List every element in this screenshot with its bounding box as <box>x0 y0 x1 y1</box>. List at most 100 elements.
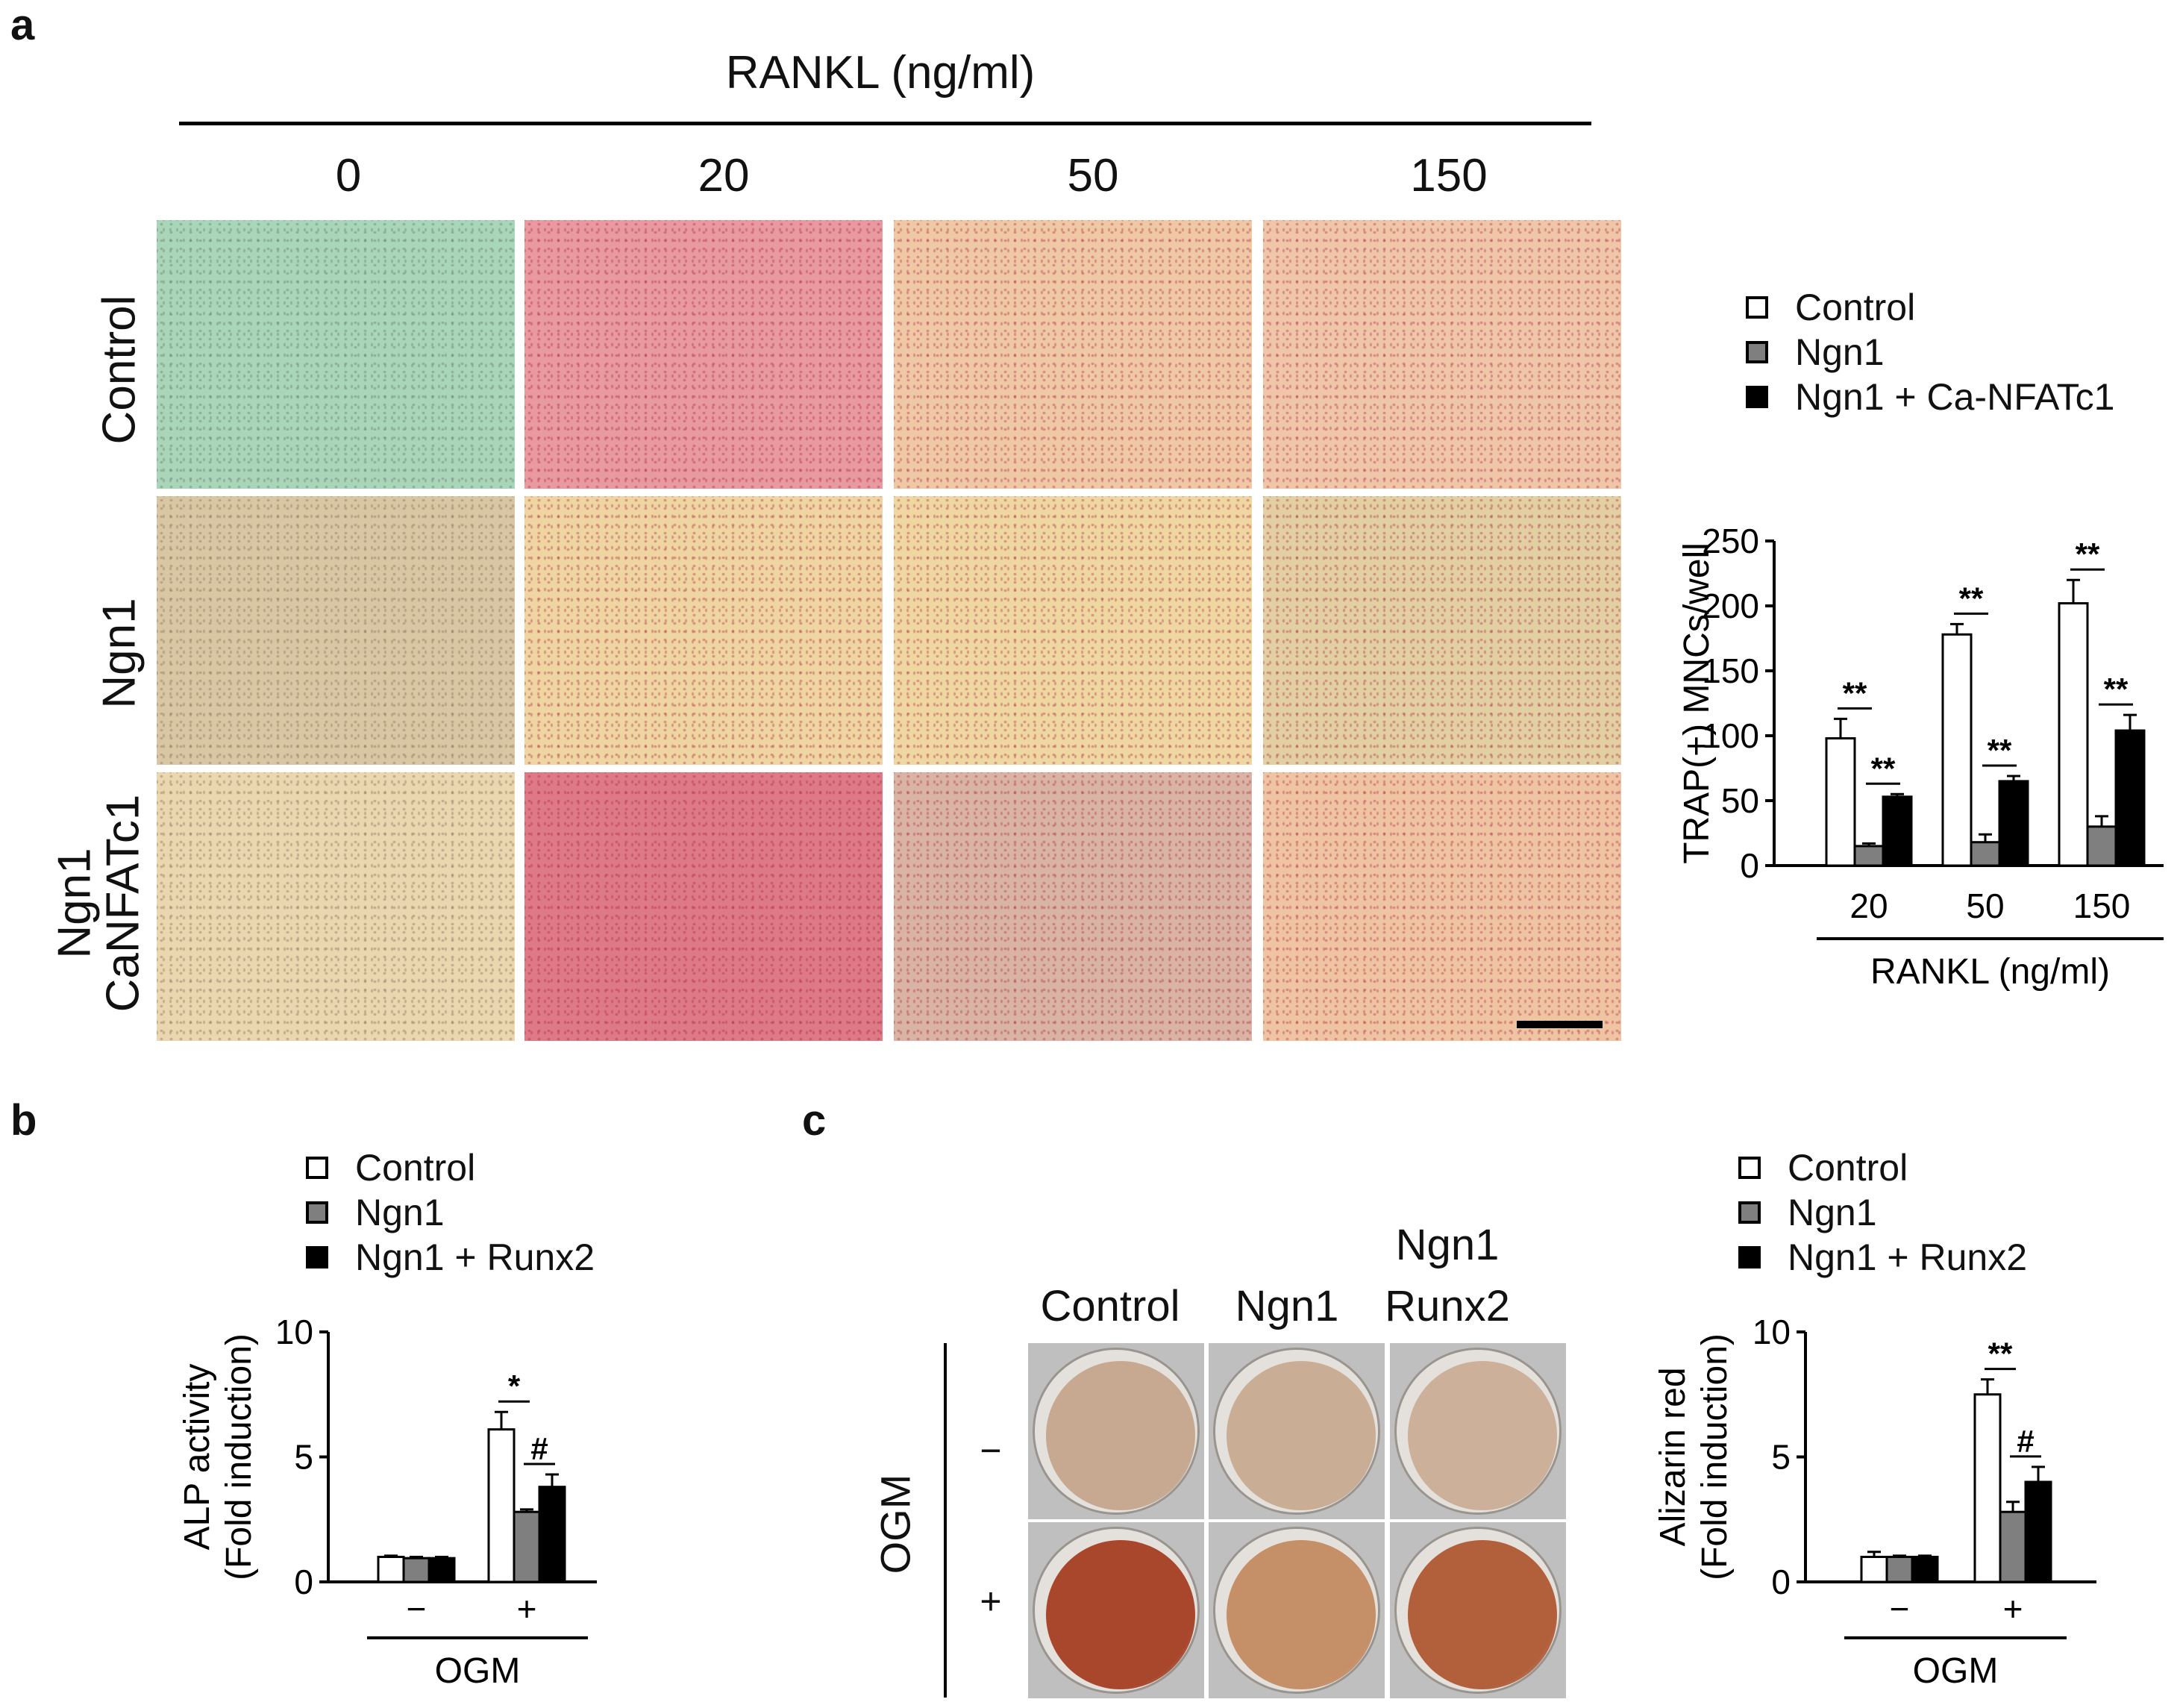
bar-ngn1-ca-nfatc1-2 <box>2114 729 2146 867</box>
panel-c-row-label-minus: − <box>980 1430 1002 1471</box>
legend-b-swatch-ngn1 <box>306 1201 328 1224</box>
legend-a-item-ngn1-ca-nfatc1: Ngn1 + Ca-NFATc1 <box>1746 375 2114 419</box>
well-ngn1-ogm-minus <box>1209 1343 1385 1519</box>
bar-control-0 <box>1825 736 1856 867</box>
bar-ngn1-ca-nfatc1-1 <box>1998 780 2029 867</box>
micrograph-control-rankl-150 <box>1263 220 1621 489</box>
y-tick-label: 10 <box>275 1313 313 1351</box>
well-rim <box>1394 1527 1562 1694</box>
x-tick-label: − <box>407 1589 427 1628</box>
panel-c-col-label-runx2-line1: Ngn1 <box>1395 1221 1500 1269</box>
chart-c: 0 5 10 Alizarin red (Fold induction) − + ** # OGM <box>1653 1313 2096 1691</box>
micrograph-ngn1-rankl-20 <box>524 496 883 765</box>
legend-c-label-control: Control <box>1788 1147 1908 1189</box>
well-stain <box>1227 1540 1376 1689</box>
bar-ngn1-0 <box>1885 1556 1914 1583</box>
significance-marker: ** <box>2104 672 2129 707</box>
legend-a-item-control: Control <box>1746 285 2114 330</box>
legend-b-item-ngn1-runx2: Ngn1 + Runx2 <box>306 1235 595 1280</box>
bar-ngn1-1 <box>513 1510 541 1583</box>
micrograph-ngn1-rankl-150 <box>1263 496 1621 765</box>
well-rim <box>1394 1348 1562 1515</box>
y-axis-label-line2: (Fold induction) <box>1695 1333 1735 1580</box>
bar-ngn1-0 <box>402 1557 430 1583</box>
legend-b-label-control: Control <box>355 1147 476 1189</box>
legend-b-label-ngn1: Ngn1 <box>355 1192 445 1233</box>
well-stain <box>1408 1361 1557 1510</box>
legend-c: Control Ngn1 Ngn1 + Runx2 <box>1738 1145 2027 1280</box>
bar-ngn1-runx2-0 <box>1911 1556 1939 1583</box>
legend-c-item-control: Control <box>1738 1145 2027 1190</box>
x-tick-label: + <box>517 1589 537 1628</box>
significance-marker: ** <box>1988 1336 2013 1371</box>
panel-a-top-axis-line <box>179 122 1591 125</box>
well-rim <box>1213 1348 1380 1515</box>
y-tick-label: 10 <box>1753 1313 1791 1351</box>
legend-a-label-control: Control <box>1795 287 1916 328</box>
bar-ngn1-0 <box>1853 845 1885 867</box>
y-tick-label: 100 <box>1702 716 1759 755</box>
x-tick-label: + <box>2003 1589 2023 1628</box>
x-axis-label: OGM <box>1913 1651 1999 1691</box>
micrograph-ngn1-canfatc1-rankl-50 <box>894 772 1252 1041</box>
legend-a-swatch-ngn1-ca-nfatc1 <box>1746 386 1768 408</box>
y-axis-label: TRAP(+) MNCs/well <box>1677 542 1717 864</box>
panel-a-col-0: 0 <box>335 150 362 201</box>
bar-ngn1-ca-nfatc1-0 <box>1882 795 1913 867</box>
well-rim <box>1213 1527 1380 1694</box>
panel-c-side-label: OGM <box>871 1474 919 1574</box>
panel-a-top-axis-label: RANKL (ng/ml) <box>725 47 1036 98</box>
legend-b-item-ngn1: Ngn1 <box>306 1190 595 1235</box>
panel-a-row-label-ngn1-line2: CaNFATc1 <box>97 794 149 1013</box>
legend-c-swatch-ngn1 <box>1738 1201 1761 1224</box>
significance-marker: ** <box>1988 733 2012 768</box>
x-axis-label: RANKL (ng/ml) <box>1870 952 2110 992</box>
panel-c-row-label-plus: + <box>980 1580 1002 1622</box>
well-stain <box>1046 1540 1195 1689</box>
bar-control-1 <box>1973 1393 2002 1583</box>
legend-a-swatch-ngn1 <box>1746 341 1768 363</box>
y-axis-label-line1: ALP activity <box>179 1364 217 1551</box>
x-axis-label: OGM <box>435 1651 521 1691</box>
panel-c-letter: c <box>802 1096 827 1145</box>
panel-c-col-label-runx2-line2: Runx2 <box>1385 1282 1510 1330</box>
well-control-ogm-minus <box>1028 1343 1204 1519</box>
legend-b-label-ngn1-runx2: Ngn1 + Runx2 <box>355 1236 595 1278</box>
significance-marker: ** <box>1959 581 1984 616</box>
y-tick-label: 250 <box>1702 522 1759 560</box>
panel-a-row-label-control: Control <box>93 295 145 445</box>
panel-a-col-1: 20 <box>698 150 750 201</box>
micrograph-ngn1-rankl-50 <box>894 496 1252 765</box>
panel-c-col-label-control: Control <box>1040 1282 1180 1330</box>
legend-b-swatch-ngn1-runx2 <box>306 1246 328 1269</box>
micrograph-ngn1-canfatc1-rankl-0 <box>157 772 515 1041</box>
bar-ngn1-runx2-0 <box>427 1557 456 1583</box>
well-ngn1-ogm-plus <box>1209 1522 1385 1698</box>
panel-a-row-label-ngn1-line1: Ngn1 <box>48 848 101 959</box>
scale-bar <box>1517 1021 1603 1028</box>
significance-marker: * <box>508 1368 521 1404</box>
micrograph-control-rankl-50 <box>894 220 1252 489</box>
well-stain <box>1046 1361 1195 1510</box>
bar-ngn1-1 <box>1999 1510 2027 1583</box>
panel-a-col-3: 150 <box>1410 150 1488 201</box>
bar-control-1 <box>487 1428 516 1583</box>
y-tick-label: 0 <box>1771 1562 1791 1601</box>
legend-a-swatch-control <box>1746 296 1768 319</box>
bar-control-0 <box>377 1556 405 1583</box>
bar-ngn1-runx2-1 <box>2024 1480 2052 1583</box>
y-tick-label: 50 <box>1721 781 1759 820</box>
micrograph-ngn1-rankl-0 <box>157 496 515 765</box>
x-tick-label: 50 <box>1966 886 2004 925</box>
significance-marker: ** <box>1871 751 1896 786</box>
panel-a-col-2: 50 <box>1067 150 1119 201</box>
significance-marker: ** <box>1843 675 1867 710</box>
legend-a-label-ngn1-ca-nfatc1: Ngn1 + Ca-NFATc1 <box>1795 376 2115 418</box>
y-tick-label: 5 <box>1771 1438 1791 1477</box>
legend-a-item-ngn1: Ngn1 <box>1746 330 2114 375</box>
panel-c-col-label-ngn1: Ngn1 <box>1235 1282 1339 1330</box>
micrograph-ngn1-canfatc1-rankl-150 <box>1263 772 1621 1041</box>
bar-control-2 <box>2058 602 2089 867</box>
x-tick-label: 150 <box>2073 886 2131 925</box>
